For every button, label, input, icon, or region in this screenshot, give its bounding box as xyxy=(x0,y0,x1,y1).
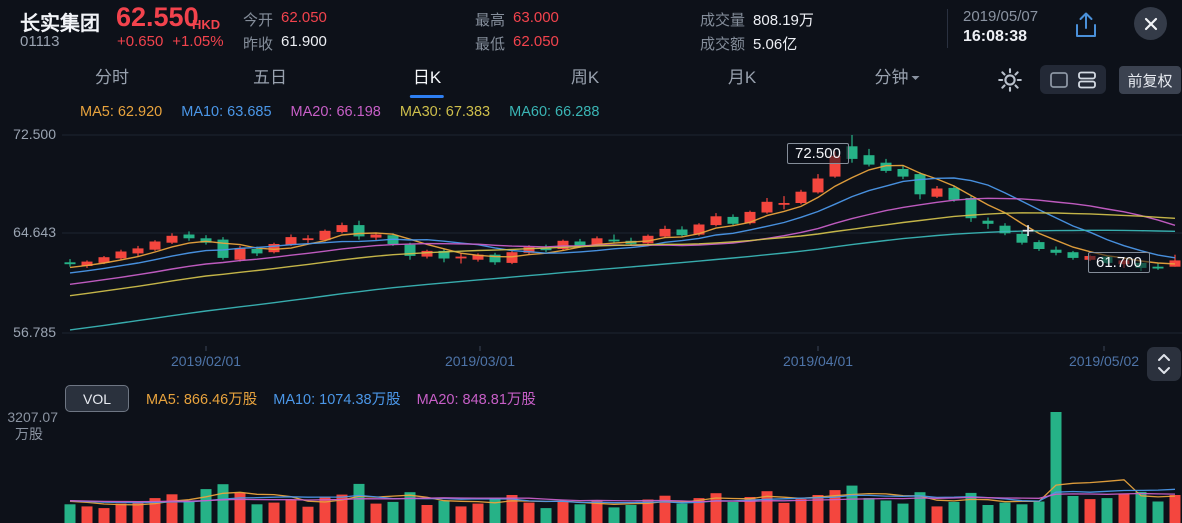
tab-weekly-k[interactable]: 周K xyxy=(571,60,599,96)
stat-high-label: 最高 xyxy=(475,12,506,29)
date-label-apr: 2019/04/01 xyxy=(782,353,854,369)
change-percent: +1.05% xyxy=(172,33,224,50)
price-axis-label-mid: 64.643 xyxy=(13,224,56,240)
close-button[interactable] xyxy=(1134,7,1167,40)
stat-open-label: 今开 xyxy=(243,12,274,29)
header-divider xyxy=(947,9,948,48)
split-pane-icon[interactable] xyxy=(1077,71,1097,89)
stat-high-value: 63.000 xyxy=(513,9,559,26)
ma60-value: MA60: 66.288 xyxy=(509,104,600,120)
settings-button[interactable] xyxy=(996,66,1024,94)
price-marker-low: 61.700 xyxy=(1088,252,1150,273)
crosshair-marker: + xyxy=(1021,218,1035,243)
stat-open-value: 62.050 xyxy=(281,9,327,26)
volume-axis-max-label: 3207.07 万股 xyxy=(0,409,58,443)
date-tick xyxy=(205,346,207,351)
vol-ma20-value: MA20: 848.81万股 xyxy=(416,392,536,408)
ma10-value: MA10: 63.685 xyxy=(181,104,272,120)
date-label-mar: 2019/03/01 xyxy=(444,353,516,369)
stat-low-label: 最低 xyxy=(475,36,506,53)
stat-low-value: 62.050 xyxy=(513,33,559,50)
vol-ma5-value: MA5: 866.46万股 xyxy=(146,392,258,408)
date-label-may: 2019/05/02 xyxy=(1068,353,1140,369)
chevron-up-down-icon xyxy=(1158,354,1170,374)
tab-monthly-k[interactable]: 月K xyxy=(728,60,756,96)
tab-minute-label: 分钟 xyxy=(874,68,909,87)
stat-high: 最高 63.000 xyxy=(475,9,559,30)
close-icon xyxy=(1144,17,1157,30)
volume-axis-unit: 万股 xyxy=(15,426,43,442)
tab-monthly-k-label: 月K xyxy=(727,68,757,87)
stat-prev-close-value: 61.900 xyxy=(281,33,327,50)
tab-weekly-k-label: 周K xyxy=(570,68,600,87)
share-icon xyxy=(1076,12,1096,37)
single-pane-icon[interactable] xyxy=(1049,71,1069,89)
volume-axis-max-value: 3207.07 xyxy=(7,409,58,425)
ma30-value: MA30: 67.383 xyxy=(399,104,491,120)
date-tick xyxy=(817,346,819,351)
stat-turnover-value: 5.06亿 xyxy=(753,36,798,53)
stat-volume-value: 808.19万 xyxy=(753,12,814,29)
tab-timeline[interactable]: 分时 xyxy=(95,60,129,96)
ma20-value: MA20: 66.198 xyxy=(290,104,381,120)
volume-ma-legend: MA5: 866.46万股 MA10: 1074.38万股 MA20: 848.… xyxy=(146,388,536,409)
date-tick xyxy=(479,346,481,351)
chart-resize-handle[interactable] xyxy=(1147,347,1181,381)
stat-open: 今开 62.050 xyxy=(243,9,327,30)
stock-name: 长实集团 xyxy=(20,13,100,35)
tab-5day-label: 五日 xyxy=(253,68,287,87)
vol-indicator-button[interactable]: VOL xyxy=(65,385,129,412)
period-tabbar: 分时 五日 日K 周K 月K 分钟 xyxy=(0,60,1182,98)
currency-label: HKD xyxy=(192,17,221,32)
tab-timeline-label: 分时 xyxy=(95,68,129,87)
tab-daily-k[interactable]: 日K xyxy=(413,60,441,96)
price-axis-label-bottom: 56.785 xyxy=(13,324,56,340)
quote-date: 2019/05/07 xyxy=(963,8,1039,25)
date-label-feb: 2019/02/01 xyxy=(170,353,242,369)
ma5-value: MA5: 62.920 xyxy=(80,104,163,120)
tab-minute-dropdown[interactable]: 分钟 xyxy=(875,60,920,96)
stat-volume-label: 成交量 xyxy=(700,12,746,29)
volume-chart-area[interactable] xyxy=(62,410,1182,523)
stat-low: 最低 62.050 xyxy=(475,33,559,54)
vol-ma10-value: MA10: 1074.38万股 xyxy=(273,392,401,408)
layout-toggle[interactable] xyxy=(1040,65,1106,94)
main-chart-area[interactable] xyxy=(62,125,1182,345)
tab-5day[interactable]: 五日 xyxy=(253,60,287,96)
price-axis-label-top: 72.500 xyxy=(13,126,56,142)
stat-volume: 成交量 808.19万 xyxy=(700,9,814,30)
ma-legend: MA5: 62.920 MA10: 63.685 MA20: 66.198 MA… xyxy=(80,104,599,120)
stat-prev-close-label: 昨收 xyxy=(243,36,274,53)
price-marker-high: 72.500 xyxy=(787,143,849,164)
date-tick xyxy=(1103,346,1105,351)
gear-icon xyxy=(998,68,1022,92)
price-change: +0.650 +1.05% xyxy=(117,33,224,50)
change-absolute: +0.650 xyxy=(117,33,164,50)
forward-adjust-button[interactable]: 前复权 xyxy=(1119,66,1181,94)
stock-code: 01113 xyxy=(20,33,60,50)
quote-time: 16:08:38 xyxy=(963,28,1028,45)
stat-turnover-label: 成交额 xyxy=(700,36,746,53)
stat-turnover: 成交额 5.06亿 xyxy=(700,33,797,54)
last-price: 62.550 xyxy=(116,2,199,32)
tab-daily-k-label: 日K xyxy=(412,68,442,87)
share-button[interactable] xyxy=(1070,9,1102,41)
stat-prev-close: 昨收 61.900 xyxy=(243,33,327,54)
chevron-down-icon xyxy=(911,76,920,84)
volume-header-row: VOL MA5: 866.46万股 MA10: 1074.38万股 MA20: … xyxy=(0,384,1182,412)
